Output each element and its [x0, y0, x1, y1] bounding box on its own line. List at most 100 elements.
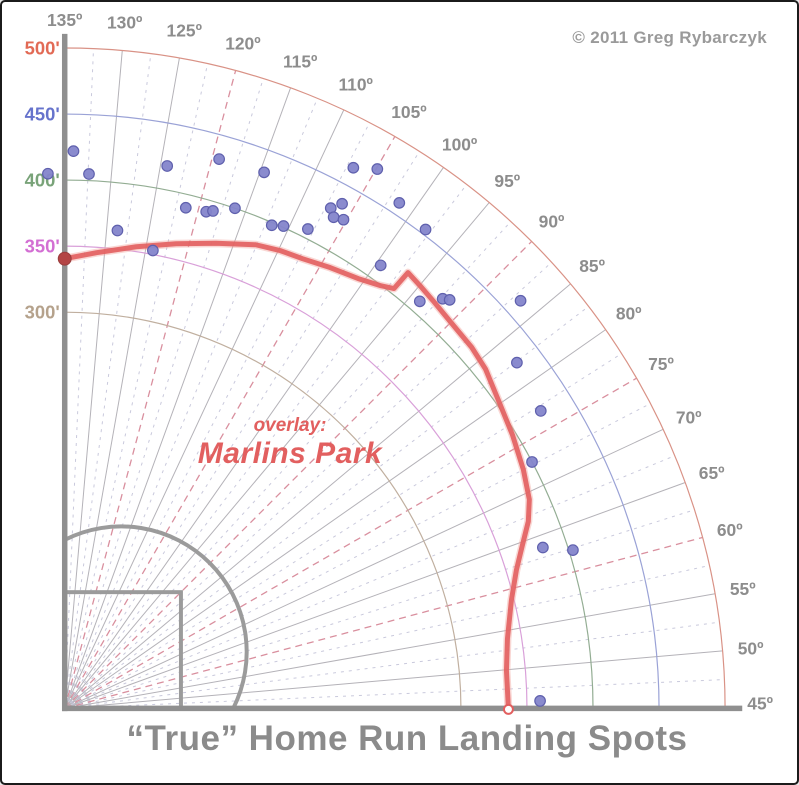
landing-spot-dot: [207, 205, 219, 217]
landing-spot-dot: [534, 695, 546, 707]
landing-spot-dot: [567, 544, 579, 556]
angle-label: 110º: [338, 74, 373, 94]
accent-dashed-ray: [64, 240, 533, 709]
landing-spot-dot: [514, 294, 527, 307]
grid-ray-minor: [64, 305, 589, 709]
grid-ray: [64, 650, 723, 709]
landing-spot-dot: [258, 166, 270, 179]
grid-ray: [64, 329, 606, 709]
angle-label: 100º: [442, 134, 478, 154]
grid-ray-minor: [64, 98, 318, 709]
fence-start-marker: [57, 251, 72, 266]
angle-label: 105º: [391, 102, 427, 122]
angle-label: 95º: [494, 171, 520, 191]
landing-spot-dot: [534, 405, 547, 417]
distance-arcs: [64, 47, 726, 709]
infield-dirt-arc: [63, 524, 249, 710]
overlay-park-label: overlay: Marlins Park: [135, 415, 445, 471]
distance-arc: [64, 47, 726, 709]
distance-label: 300': [25, 302, 60, 323]
landing-spot-dot: [526, 456, 538, 468]
grid-rays: [64, 48, 725, 710]
accent-dashed-ray: [64, 70, 237, 709]
landing-spot-dot: [146, 244, 159, 257]
angle-label: 75º: [648, 354, 674, 374]
landing-spot-dot: [443, 294, 456, 306]
landing-spot-dot: [213, 153, 225, 165]
angle-label: 60º: [717, 520, 743, 540]
grid-ray: [64, 428, 664, 709]
grid-ray: [64, 109, 345, 709]
landing-spot-dot: [371, 163, 384, 175]
copyright-text: © 2011 Greg Rybarczyk: [572, 28, 767, 47]
angle-label: 65º: [699, 463, 725, 483]
grid-ray: [64, 167, 444, 709]
angle-label: 50º: [738, 638, 764, 658]
angle-label: 85º: [579, 256, 605, 276]
accent-dashed-ray: [64, 136, 396, 709]
landing-spot-dot: [229, 202, 241, 215]
angle-label: 115º: [283, 51, 318, 71]
landing-spot-dot: [277, 220, 290, 232]
landing-spot-dot: [161, 160, 174, 172]
landing-spot-dot: [536, 541, 549, 554]
grid-ray: [64, 482, 686, 709]
landing-spot-dot: [413, 295, 426, 308]
grid-ray-minor: [64, 509, 695, 709]
overlay-park-name: Marlins Park: [197, 436, 383, 470]
landing-spot-dot: [347, 161, 360, 174]
angle-label: 120º: [225, 33, 261, 53]
grid-ray-minor: [64, 151, 420, 709]
grid-ray-minor: [64, 53, 152, 709]
landing-spot-dot: [374, 259, 387, 272]
grid-ray-minor: [64, 48, 95, 709]
distance-label: 350': [25, 236, 60, 257]
landing-spot-dot: [42, 167, 54, 180]
foul-line-axes: [61, 33, 743, 712]
accent-dashed-ray: [64, 377, 637, 709]
landing-spot-dot: [511, 356, 523, 369]
chart-title: “True” Home Run Landing Spots: [126, 719, 688, 758]
angle-label: 125º: [167, 20, 203, 40]
distance-labels: 300'350'400'450'500': [25, 38, 60, 323]
angle-label: 70º: [676, 407, 702, 427]
distance-label: 450': [25, 104, 60, 125]
landing-spot-dot: [336, 197, 348, 210]
landing-spots: [42, 145, 579, 707]
landing-spot-dot: [393, 197, 406, 209]
landing-spot-dot: [327, 211, 340, 224]
grid-ray: [64, 593, 716, 709]
grid-ray-minor: [64, 403, 651, 709]
grid-ray: [64, 57, 180, 709]
landing-spot-dot: [265, 219, 278, 232]
angle-label: 55º: [730, 579, 756, 599]
angle-labels: 45º 50º 55º 60º 65º 70º 75º 80º 85º 90º 95º 100º 105…: [47, 10, 774, 713]
landing-spot-dot: [83, 168, 95, 180]
angle-label: 45º: [747, 693, 773, 713]
landing-spot-dot: [179, 201, 192, 214]
distance-arc: [64, 245, 528, 709]
angle-label: 80º: [616, 303, 642, 323]
distance-arc: [64, 113, 660, 709]
fence-outline: [62, 240, 532, 712]
landing-spot-dot: [67, 145, 80, 158]
distance-label: 500': [25, 38, 60, 59]
grid-ray-minor: [64, 679, 725, 709]
grid-ray: [64, 50, 123, 709]
grid-ray-minor: [64, 63, 209, 709]
fence-end-marker: [502, 703, 514, 715]
overlay-prefix: overlay:: [253, 415, 327, 436]
grid-ray-minor: [64, 78, 264, 709]
landing-spot-dot: [419, 223, 432, 236]
grid-ray: [64, 283, 571, 709]
grid-ray-minor: [64, 455, 676, 709]
grid-ray-minor: [64, 564, 710, 709]
accent-dashed-ray: [64, 536, 703, 710]
angle-label: 90º: [539, 212, 565, 232]
angle-label: 130º: [107, 13, 143, 33]
distance-arc: [64, 179, 594, 709]
angle-label: 135º: [47, 10, 83, 30]
grid-ray-minor: [64, 184, 468, 709]
